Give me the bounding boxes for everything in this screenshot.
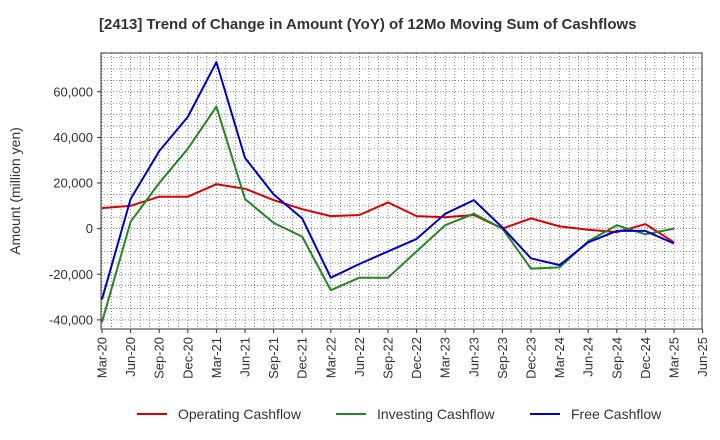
y-tick-label: 0 — [86, 221, 93, 236]
x-tick-label: Mar-20 — [95, 337, 110, 378]
x-tick-label: Sep-22 — [381, 337, 396, 379]
legend-label: Free Cashflow — [571, 406, 662, 422]
x-tick-label: Jun-25 — [695, 337, 710, 377]
x-tick-label: Jun-24 — [581, 337, 596, 377]
gridlines — [101, 53, 702, 329]
chart-title: [2413] Trend of Change in Amount (YoY) o… — [99, 16, 637, 33]
x-tick-label: Mar-21 — [209, 337, 224, 378]
x-axis: Mar-20 Jun-20 Sep-20 Dec-20 Mar-21 Jun-21 Sep-… — [95, 329, 710, 379]
x-tick-label: Mar-24 — [552, 337, 567, 378]
y-tick-label: -20,000 — [49, 267, 93, 282]
x-tick-label: Dec-21 — [295, 337, 310, 379]
y-tick-label: -40,000 — [49, 312, 93, 327]
x-tick-label: Mar-23 — [438, 337, 453, 378]
y-axis: -40,000 -20,000 0 20,000 40,000 60,000 — [49, 84, 101, 327]
x-tick-label: Sep-24 — [609, 337, 624, 379]
x-tick-label: Mar-25 — [667, 337, 682, 378]
y-tick-label: 40,000 — [53, 130, 93, 145]
series-lines — [101, 61, 675, 323]
plot-area — [100, 52, 703, 330]
y-axis-label: Amount (million yen) — [7, 127, 23, 255]
x-tick-label: Dec-20 — [180, 337, 195, 379]
x-tick-label: Sep-21 — [266, 337, 281, 379]
y-tick-label: 60,000 — [53, 84, 93, 99]
series-line-operating-cashflow — [101, 183, 675, 244]
series-line-free-cashflow — [101, 61, 675, 300]
legend-label: Operating Cashflow — [178, 406, 302, 422]
x-tick-label: Dec-23 — [524, 337, 539, 379]
y-tick-label: 20,000 — [53, 176, 93, 191]
x-tick-label: Jun-23 — [466, 337, 481, 377]
x-tick-label: Sep-23 — [495, 337, 510, 379]
x-tick-label: Jun-22 — [352, 337, 367, 377]
series-line-investing-cashflow — [101, 105, 675, 323]
x-tick-label: Sep-20 — [152, 337, 167, 379]
x-tick-label: Jun-21 — [238, 337, 253, 377]
x-tick-label: Mar-22 — [323, 337, 338, 378]
x-tick-label: Jun-20 — [123, 337, 138, 377]
x-tick-label: Dec-22 — [409, 337, 424, 379]
legend-label: Investing Cashflow — [377, 406, 495, 422]
x-tick-label: Dec-24 — [638, 337, 653, 379]
legend: Operating Cashflow Investing Cashflow Free… — [137, 406, 662, 422]
